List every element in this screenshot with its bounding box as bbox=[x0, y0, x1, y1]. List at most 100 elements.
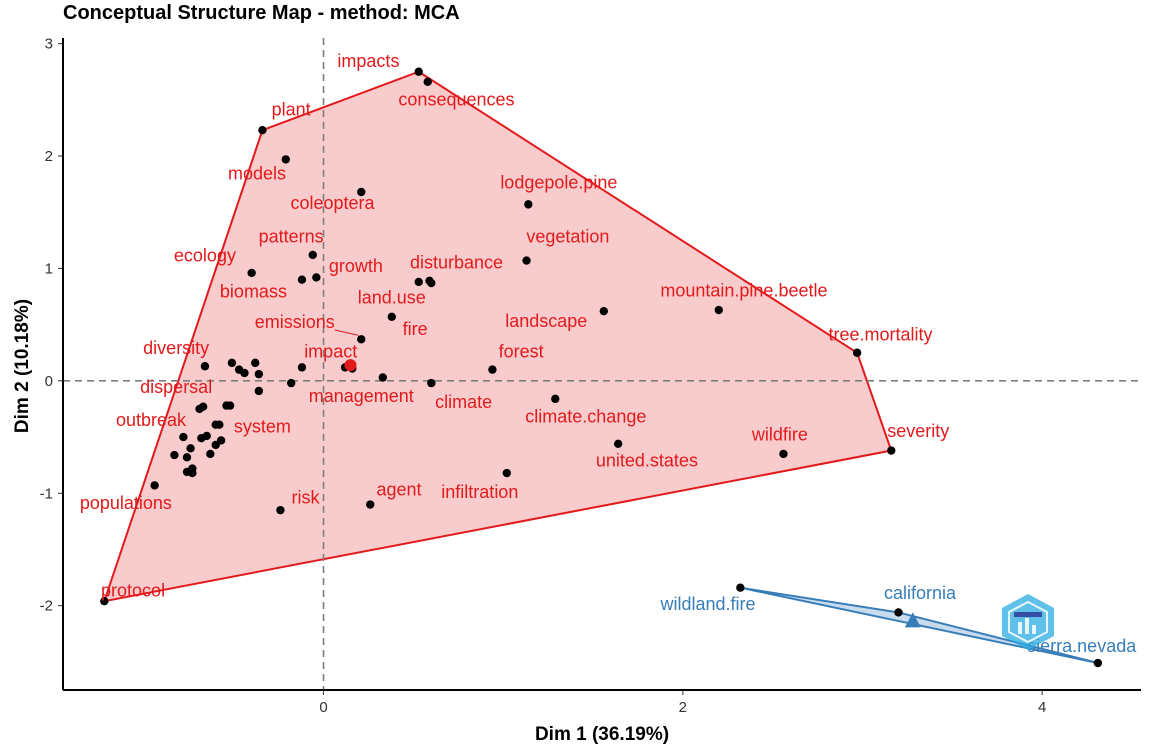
label-management: management bbox=[309, 386, 414, 406]
label-protocol: protocol bbox=[101, 581, 165, 601]
point-california bbox=[894, 608, 903, 617]
label-consequences: consequences bbox=[398, 89, 514, 109]
label-system: system bbox=[234, 417, 291, 437]
data-points bbox=[100, 67, 1103, 668]
label-lodgepole.pine: lodgepole.pine bbox=[500, 173, 617, 193]
point-unlabeled bbox=[378, 373, 388, 382]
point-unlabeled bbox=[186, 444, 195, 453]
y-tick-label: 0 bbox=[45, 373, 53, 390]
point-wildfire bbox=[779, 449, 788, 459]
point-unlabeled bbox=[297, 363, 307, 372]
label-ecology: ecology bbox=[174, 246, 236, 266]
point-growth bbox=[312, 273, 321, 282]
label-vegetation: vegetation bbox=[526, 227, 609, 247]
x-axis-title: Dim 1 (36.19%) bbox=[535, 724, 669, 745]
label-land.use: land.use bbox=[358, 287, 426, 307]
label-biomass: biomass bbox=[220, 282, 287, 302]
label-agent: agent bbox=[376, 480, 421, 500]
x-tick-label: 0 bbox=[319, 699, 327, 716]
label-populations: populations bbox=[80, 493, 172, 513]
point-tree.mortality bbox=[852, 348, 862, 357]
point-dispersal bbox=[227, 358, 237, 368]
label-impacts: impacts bbox=[337, 51, 399, 71]
cluster-1-hull bbox=[102, 70, 893, 603]
cluster-2-centroid bbox=[904, 612, 921, 628]
bibliometrix-logo bbox=[1002, 594, 1054, 650]
point-consequences bbox=[423, 77, 432, 87]
x-tick-label: 2 bbox=[679, 699, 687, 716]
point-mountain.pine.beetle bbox=[714, 305, 723, 315]
point-unlabeled bbox=[170, 450, 179, 460]
point-united.states bbox=[613, 439, 623, 449]
y-tick-label: -1 bbox=[40, 485, 53, 502]
point-protocol bbox=[100, 596, 109, 606]
point-models bbox=[281, 155, 290, 164]
point-lodgepole.pine bbox=[524, 200, 533, 209]
point-vegetation bbox=[522, 256, 531, 265]
point-ecology bbox=[247, 268, 256, 278]
point-unlabeled bbox=[251, 358, 260, 368]
label-severity: severity bbox=[887, 421, 949, 441]
label-united.states: united.states bbox=[596, 450, 698, 470]
point-infiltration bbox=[502, 468, 511, 478]
point-system bbox=[215, 420, 224, 429]
label-climate: climate bbox=[435, 392, 492, 412]
point-plant bbox=[258, 125, 267, 135]
label-landscape: landscape bbox=[505, 311, 587, 331]
label-growth: growth bbox=[329, 256, 383, 276]
label-forest: forest bbox=[499, 341, 544, 361]
y-tick-label: 2 bbox=[45, 148, 53, 165]
point-patterns bbox=[308, 250, 317, 260]
point-coleoptera bbox=[357, 187, 366, 197]
point-risk bbox=[276, 505, 285, 515]
point-landscape bbox=[599, 306, 608, 316]
point-emissions bbox=[357, 335, 366, 344]
point-unlabeled bbox=[254, 386, 264, 396]
label-coleoptera: coleoptera bbox=[290, 193, 375, 213]
point-unlabeled bbox=[286, 378, 296, 388]
point-climate.change bbox=[551, 394, 560, 404]
point-unlabeled bbox=[234, 365, 244, 374]
label-diversity: diversity bbox=[143, 338, 209, 358]
y-tick-label: 1 bbox=[45, 260, 53, 277]
point-unlabeled bbox=[202, 431, 211, 441]
point-unlabeled bbox=[211, 440, 220, 450]
label-plant: plant bbox=[272, 100, 311, 120]
label-fire: fire bbox=[403, 319, 428, 339]
label-wildfire: wildfire bbox=[751, 424, 808, 444]
point-unlabeled bbox=[195, 404, 204, 414]
point-labels: impacts consequences plant modelscoleoptera… bbox=[80, 51, 1137, 656]
point-unlabeled bbox=[254, 369, 264, 379]
point-climate bbox=[427, 378, 436, 388]
label-mountain.pine.beetle: mountain.pine.beetle bbox=[660, 281, 827, 301]
label-outbreak: outbreak bbox=[116, 410, 187, 430]
y-axis-title: Dim 2 (10.18%) bbox=[12, 299, 33, 433]
label-disturbance: disturbance bbox=[410, 252, 503, 272]
label-infiltration: infiltration bbox=[441, 482, 518, 502]
point-unlabeled bbox=[206, 449, 215, 459]
label-patterns: patterns bbox=[259, 227, 324, 247]
label-wildland.fire: wildland.fire bbox=[659, 594, 755, 614]
point-agent bbox=[366, 500, 375, 509]
label-models: models bbox=[228, 164, 286, 184]
point-severity bbox=[887, 446, 896, 455]
point-diversity bbox=[200, 362, 210, 371]
point-land.use bbox=[414, 277, 423, 287]
cluster-hulls bbox=[102, 70, 1099, 664]
point-unlabeled bbox=[188, 468, 197, 478]
point-wildland.fire bbox=[736, 583, 745, 592]
label-climate.change: climate.change bbox=[525, 406, 646, 426]
x-tick-label: 4 bbox=[1038, 699, 1046, 716]
y-tick-label: 3 bbox=[45, 36, 53, 53]
point-forest bbox=[488, 365, 497, 374]
y-tick-label: -2 bbox=[40, 598, 53, 615]
label-tree.mortality: tree.mortality bbox=[828, 324, 932, 344]
label-emissions: emissions bbox=[255, 312, 335, 332]
point-populations bbox=[150, 481, 159, 490]
label-risk: risk bbox=[292, 487, 321, 507]
point-fire bbox=[387, 312, 396, 321]
emissions-leader-line bbox=[334, 329, 359, 336]
cluster-1-centroid bbox=[344, 359, 357, 372]
axes: 0 2 4 -2 -1 0 1 2 3 bbox=[40, 36, 1141, 716]
label-california: california bbox=[884, 583, 957, 603]
